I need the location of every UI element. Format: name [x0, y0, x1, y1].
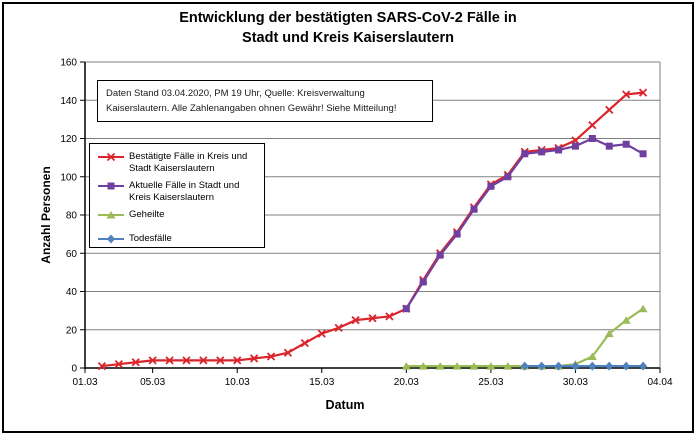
legend-item-todesfaelle: Todesfälle	[98, 233, 260, 245]
y-axis-title: Anzahl Personen	[39, 166, 53, 264]
y-tick-label: 120	[60, 134, 77, 145]
y-tick-label: 40	[66, 287, 78, 298]
square-marker-icon	[98, 182, 124, 190]
y-tick-label: 140	[60, 96, 77, 107]
x-tick-label: 15.03	[309, 377, 334, 388]
y-tick-label: 20	[66, 325, 78, 336]
legend-item-aktuelle-faelle: Aktuelle Fälle in Stadt und Kreis Kaiser…	[98, 180, 260, 204]
legend-label-todesfaelle: Todesfälle	[129, 233, 172, 245]
triangle-marker-icon	[98, 210, 124, 218]
legend-item-geheilte: Geheilte	[98, 209, 260, 221]
x-marker-icon	[98, 152, 124, 162]
series-aktuelle-faelle	[402, 135, 647, 313]
y-tick-label: 100	[60, 172, 77, 183]
series-todesfaelle	[520, 361, 648, 371]
x-tick-label: 01.03	[72, 377, 97, 388]
y-tick-label: 80	[66, 211, 78, 222]
legend-label-aktuelle-faelle: Aktuelle Fälle in Stadt und Kreis Kaiser…	[129, 179, 240, 203]
legend-item-bestaetigte-faelle: Bestätigte Fälle in Kreis und Stadt Kais…	[98, 151, 260, 175]
x-tick-label: 25.03	[478, 377, 503, 388]
x-axis-title: Datum	[325, 398, 365, 412]
x-tick-label: 04.04	[647, 377, 672, 388]
y-tick-label: 160	[60, 58, 77, 69]
y-tick-label: 60	[66, 249, 78, 260]
chart-title-line1: Entwicklung der bestätigten SARS-CoV-2 F…	[179, 10, 517, 26]
x-tick-label: 10.03	[225, 377, 250, 388]
chart-title-line2: Stadt und Kreis Kaiserslautern	[242, 29, 454, 46]
legend-label-geheilte: Geheilte	[129, 208, 165, 220]
y-tick-label: 0	[71, 364, 77, 375]
x-tick-label: 30.03	[563, 377, 588, 388]
chart-title: Entwicklung der bestätigten SARS-CoV-2 F…	[0, 9, 696, 48]
x-tick-label: 20.03	[394, 377, 419, 388]
legend-label-bestaetigte-faelle: Bestätigte Fälle in Kreis und Stadt Kais…	[129, 151, 248, 174]
diamond-marker-icon	[98, 234, 124, 244]
annotation-box: Daten Stand 03.04.2020, PM 19 Uhr, Quell…	[97, 80, 433, 122]
x-tick-label: 05.03	[140, 377, 165, 388]
annotation-line1: Daten Stand 03.04.2020, PM 19 Uhr, Quell…	[106, 88, 365, 99]
series-geheilte	[401, 304, 648, 370]
legend: Bestätigte Fälle in Kreis und Stadt Kais…	[89, 143, 265, 248]
annotation-line2: Kaiserslautern. Alle Zahlenangaben ohnen…	[106, 103, 397, 115]
